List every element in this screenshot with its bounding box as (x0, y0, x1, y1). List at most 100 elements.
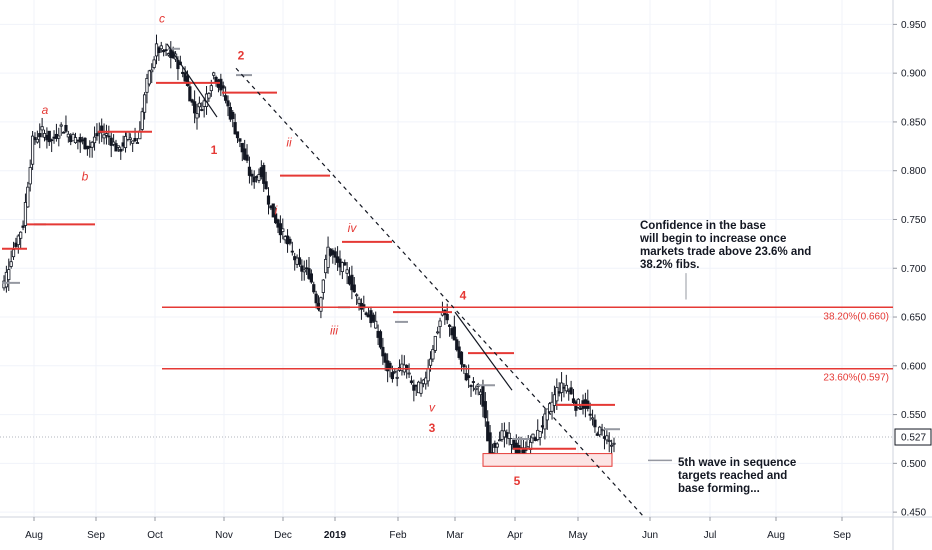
candle-body (593, 419, 597, 428)
price-tick-label: 0.500 (901, 459, 926, 470)
wave-label-iv: iv (348, 221, 358, 235)
price-tick-label: 0.550 (901, 410, 926, 421)
time-tick-label: May (569, 530, 588, 541)
candle-body (243, 148, 247, 160)
wave-label-2: 2 (238, 49, 245, 63)
candle-body (302, 269, 306, 273)
target-zone (482, 453, 613, 467)
candle-body (274, 213, 278, 224)
price-tick-label: 0.650 (901, 313, 926, 324)
confidence-note-line: markets trade above 23.6% and (640, 246, 811, 258)
candle-body (240, 142, 244, 153)
candle-body (388, 362, 392, 370)
candle-body (195, 113, 199, 119)
candle-body (16, 235, 20, 246)
candle-body (462, 364, 466, 368)
candles (2, 34, 616, 463)
candle-body (247, 166, 252, 176)
wave-label-ii: ii (286, 135, 292, 149)
time-tick-label: 2019 (324, 530, 347, 541)
candle-body (474, 387, 478, 391)
time-tick-label: Dec (274, 530, 292, 541)
price-tick-label: 0.600 (901, 361, 926, 372)
candle-body (209, 85, 213, 92)
candle-body (245, 154, 249, 161)
candle-body (447, 324, 452, 327)
time-tick-label: Sep (87, 530, 105, 541)
price-tick-label: 0.450 (901, 508, 926, 519)
fib-label-0: 38.20%(0.660) (823, 311, 889, 322)
price-tick-label: 0.900 (901, 69, 926, 80)
candle-body (90, 141, 94, 148)
candle-body (471, 381, 476, 383)
candle-body (231, 111, 235, 120)
confidence-note-line: Confidence in the base (640, 220, 766, 232)
candle-body (185, 75, 190, 86)
wave-label-b: b (82, 169, 89, 183)
candle-body (350, 274, 354, 291)
candle-body (219, 78, 223, 91)
candle-body (64, 124, 68, 132)
candle-body (438, 320, 442, 327)
candle-body (164, 49, 168, 51)
candle-body (409, 380, 414, 384)
candle-body (207, 93, 211, 99)
candle-body (433, 335, 437, 351)
candle-body (405, 364, 409, 370)
candle-body (59, 124, 63, 127)
candle-body (11, 249, 16, 258)
candle-body (262, 165, 266, 184)
candle-body (445, 314, 449, 321)
candle-body (314, 293, 318, 304)
candle-body (233, 122, 237, 135)
candle-body (142, 94, 147, 113)
dashed-trendline (235, 67, 645, 518)
candle-body (135, 142, 140, 144)
candle-body (133, 137, 137, 142)
candle-body (119, 148, 123, 152)
candle-body (569, 387, 573, 395)
candle-body (152, 59, 156, 68)
wave-label-iii: iii (330, 324, 338, 338)
time-tick-label: Apr (507, 530, 523, 541)
fib-label-1: 23.60%(0.597) (823, 373, 889, 384)
candle-body (550, 401, 554, 412)
candle-body (147, 70, 151, 85)
candle-body (428, 358, 433, 366)
candle-body (590, 417, 595, 420)
candle-body (321, 279, 325, 293)
price-tick-label: 0.850 (901, 117, 926, 128)
wave-5-line (454, 311, 513, 391)
candle-body (343, 262, 347, 266)
candle-body (252, 176, 256, 183)
candle-body (145, 77, 149, 93)
candle-body (364, 312, 368, 315)
candle-body (157, 47, 161, 54)
candle-body (193, 101, 197, 114)
candle-body (459, 351, 464, 365)
candle-body (83, 137, 87, 150)
candle-body (150, 69, 154, 73)
price-tick-label: 0.950 (901, 20, 926, 31)
candle-body (112, 141, 116, 145)
time-tick-label: Jun (642, 530, 658, 541)
candle-body (200, 109, 204, 111)
candle-body (607, 440, 611, 442)
candle-body (95, 133, 99, 137)
candle-body (483, 401, 487, 419)
candle-body (407, 372, 411, 375)
candle-body (40, 126, 44, 131)
time-tick-label: Aug (25, 530, 43, 541)
price-tick-label: 0.800 (901, 166, 926, 177)
candle-body (452, 326, 456, 341)
candle-body (538, 431, 542, 438)
candle-body (345, 269, 349, 274)
candle-body (7, 269, 11, 281)
candle-body (488, 432, 492, 455)
candle-body (612, 442, 616, 445)
candle-body (571, 398, 576, 404)
candle-body (309, 273, 313, 283)
candle-body (26, 186, 30, 208)
